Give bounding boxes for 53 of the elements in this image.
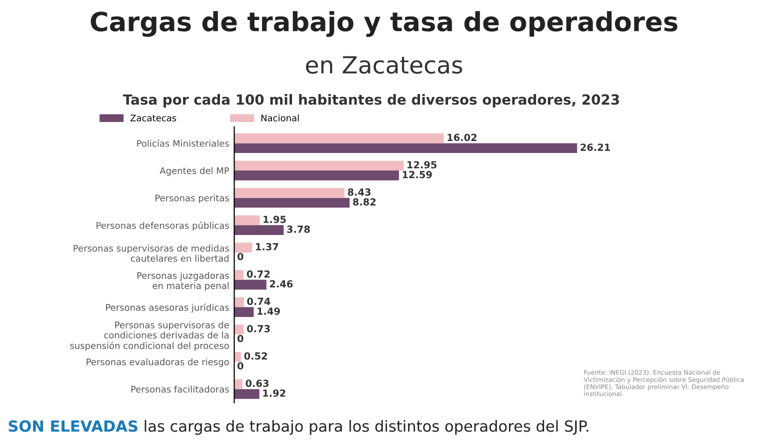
bar [234, 225, 284, 235]
data-label: 0.52 [244, 352, 267, 360]
text: Tasa por cada 100 mil habitantes de diversos operadores, 2023 [122, 94, 619, 108]
y-tick-label: Agentes del MP [160, 167, 230, 176]
bar [234, 280, 266, 290]
bar [234, 160, 404, 171]
y-tick-label: Personas evaluadoras de riesgo [86, 358, 229, 368]
data-label: 8.43 [348, 188, 371, 196]
bar [234, 133, 444, 144]
y-tick-label: Personas peritas [156, 194, 229, 204]
chart-subtitle: en Zacatecas [306, 56, 462, 74]
y-tick-label: Personas asesoras jurídicas [106, 304, 229, 313]
bar [234, 242, 252, 252]
y-tick-label: Personas facilitadoras [131, 386, 229, 393]
data-label: 0.63 [246, 380, 268, 387]
bar [234, 324, 244, 334]
data-label: 0.72 [246, 270, 270, 278]
data-label: 0.73 [247, 324, 270, 332]
data-label: 3.78 [287, 226, 310, 233]
legend-label: Nacional [261, 114, 299, 122]
text: las cargas de trabajo para los distintos operadores del SJP. [144, 420, 588, 435]
data-label: 12.95 [408, 161, 436, 168]
data-label: 8.82 [352, 198, 376, 206]
data-label: 12.59 [402, 170, 432, 178]
bar [234, 389, 260, 399]
data-label: 26.21 [580, 144, 610, 151]
data-label: 2.46 [270, 280, 293, 288]
bar [234, 215, 260, 226]
data-label: 0 [237, 252, 244, 260]
data-label: 1.49 [258, 308, 280, 315]
data-label: 0 [237, 362, 244, 370]
y-tick-label: Policías Ministeriales [137, 139, 229, 147]
bar [234, 143, 578, 154]
y-tick-label: Personas defensoras públicas [96, 222, 229, 231]
bar [234, 297, 244, 308]
bar [234, 307, 254, 317]
legend-label: Zacatecas [130, 114, 176, 122]
chart-title: Cargas de trabajo y tasa de operadores [90, 11, 678, 37]
bar [234, 270, 244, 280]
data-label: 1.95 [264, 216, 286, 224]
bar [234, 170, 399, 180]
y-tick-label: Personas supervisoras de condiciones derivadas de la suspensión condicional del proceso [70, 321, 229, 351]
data-label: 0 [237, 334, 244, 342]
y-tick-label: Personas juzgadoras en materia penal [137, 272, 229, 291]
bar [234, 379, 242, 390]
data-label: 0.74 [247, 298, 270, 306]
data-label: 1.92 [263, 389, 286, 397]
text: SON ELEVADAS [8, 420, 138, 432]
bar [234, 198, 350, 208]
y-tick-label: Personas supervisoras de medidas cautelares en libertad [74, 244, 229, 262]
data-label: 16.02 [448, 134, 476, 142]
bar [234, 188, 345, 198]
data-label: 1.37 [256, 243, 278, 250]
